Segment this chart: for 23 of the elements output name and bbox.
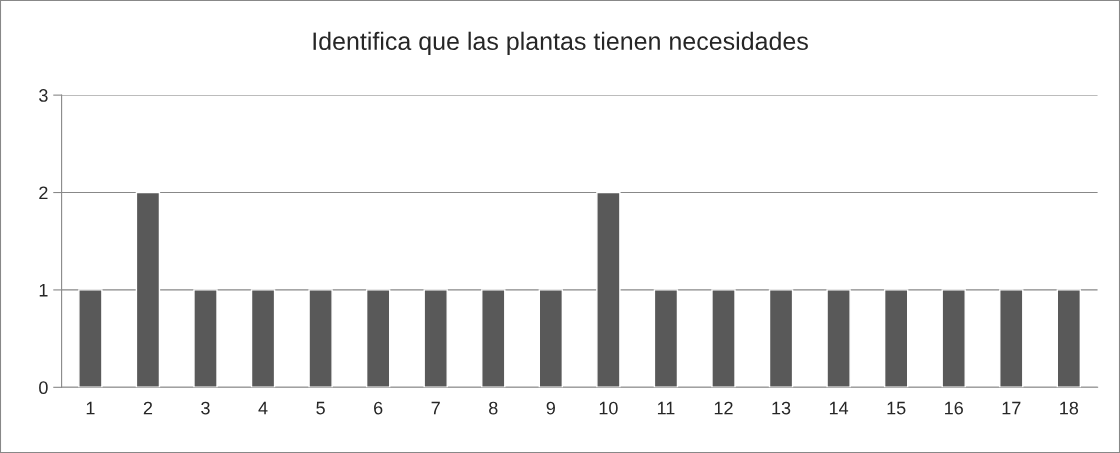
x-tick-label: 3 bbox=[201, 401, 210, 415]
x-tick-label: 18 bbox=[1060, 401, 1079, 415]
x-tick-label: 11 bbox=[657, 401, 675, 415]
x-tick-label: 6 bbox=[374, 401, 383, 415]
y-tick-label: 1 bbox=[39, 284, 48, 297]
x-tick-label: 7 bbox=[431, 401, 440, 415]
x-tick-label: 1 bbox=[86, 401, 95, 415]
x-tick-label: 17 bbox=[1002, 401, 1021, 415]
y-tick-label: 2 bbox=[39, 186, 48, 200]
x-tick-label: 12 bbox=[714, 401, 733, 415]
x-tick-label: 13 bbox=[772, 401, 791, 415]
y-tick-label: 3 bbox=[39, 89, 48, 102]
x-tick-label: 10 bbox=[599, 401, 618, 415]
x-tick-label: 15 bbox=[887, 401, 906, 415]
x-tick-label: 9 bbox=[546, 401, 555, 415]
y-tick-label: 0 bbox=[39, 381, 48, 395]
x-tick-label: 16 bbox=[945, 401, 963, 415]
x-tick-label: 2 bbox=[143, 401, 153, 415]
x-tick-label: 5 bbox=[316, 401, 325, 415]
x-tick-label: 14 bbox=[829, 401, 849, 415]
x-tick-label: 8 bbox=[489, 401, 498, 415]
chart-title: Identifica que las plantas tienen necesidades bbox=[313, 31, 808, 56]
x-tick-label: 4 bbox=[258, 401, 268, 415]
